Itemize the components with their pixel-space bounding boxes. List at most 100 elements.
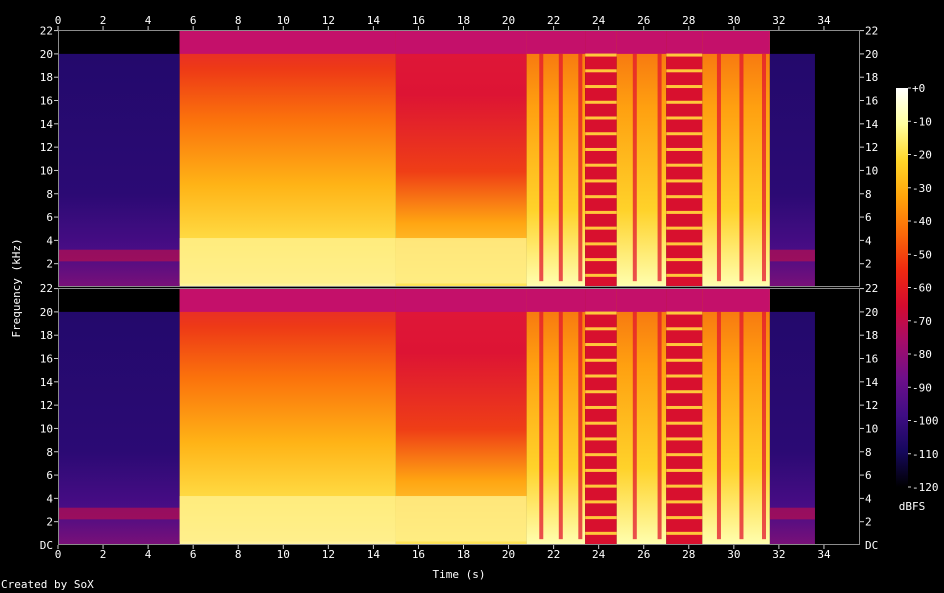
y-tick-label-left: 4: [46, 492, 53, 505]
channel-1-harmonic-line: [666, 69, 703, 73]
channel-1-pulse-gap: [762, 53, 767, 282]
x-tick-label-bottom: 2: [100, 548, 107, 561]
x-tick-label-top: 22: [547, 14, 560, 27]
y-tick-label-right: 22: [865, 282, 878, 295]
channel-2-harmonic-line: [666, 421, 703, 425]
x-tick-label-top: 32: [772, 14, 785, 27]
channel-2-harmonic-line: [585, 343, 617, 347]
x-tick-label-top: 28: [682, 14, 695, 27]
channel-1-segment: [58, 53, 180, 287]
channel-1-segment: [526, 30, 586, 288]
channel-2-pulse-gap: [558, 311, 563, 540]
y-tick-label-right: 6: [865, 469, 872, 482]
channel-2-harmonic-line: [666, 311, 703, 315]
channel-1-pulse-gap: [558, 53, 563, 282]
channel-2-hf-band: [616, 288, 667, 312]
colorbar-tick-label: -60: [912, 282, 932, 295]
colorbar-tick-label: -40: [912, 215, 932, 228]
channel-2-harmonic-line: [666, 390, 703, 394]
x-tick-label-top: 30: [727, 14, 740, 27]
y-tick-label-right: 22: [865, 25, 878, 38]
channel-2-harmonic-line: [585, 531, 617, 535]
y-tick-label-left: 22: [40, 25, 53, 38]
channel-1-harmonic-line: [666, 273, 703, 277]
x-tick-label-bottom: 26: [637, 548, 650, 561]
y-tick-label-left: 16: [40, 353, 53, 366]
channel-2-hf-band: [666, 288, 703, 312]
y-axis-label: Frequency (kHz): [10, 238, 23, 337]
channel-1-harmonic-line: [585, 195, 617, 199]
channel-2-harmonic-line: [666, 327, 703, 331]
channel-2-harmonic-line: [666, 468, 703, 472]
channel-2-segment: [666, 288, 703, 545]
colorbar-tick-label: -50: [912, 248, 932, 261]
y-tick-label-right: 20: [865, 48, 878, 61]
y-tick-label-right: 2: [865, 516, 872, 529]
y-tick-label-left: 8: [46, 446, 53, 459]
channel-1-harmonic-line: [585, 69, 617, 73]
channel-1-harmonic-line: [585, 242, 617, 246]
x-tick-label-bottom: 22: [547, 548, 560, 561]
channel-2-harmonic-line: [585, 390, 617, 394]
channel-1-hf-band: [585, 30, 617, 54]
y-tick-label-right: 4: [865, 492, 872, 505]
x-tick-label-top: 10: [277, 14, 290, 27]
y-tick-label-right: 4: [865, 234, 872, 247]
y-tick-label-left: 18: [40, 71, 53, 84]
channel-2-hf-band: [395, 288, 527, 312]
channel-2-segment: [585, 288, 617, 545]
channel-1-harmonic-line: [666, 100, 703, 104]
channel-1-harmonic-line: [666, 242, 703, 246]
y-tick-label-right: 20: [865, 306, 878, 319]
channel-1-hum-band: [58, 249, 180, 262]
credit-text: Created by SoX: [1, 578, 94, 591]
y-tick-label-right: 18: [865, 71, 878, 84]
colorbar-gradient: [896, 88, 908, 487]
channel-1-lf-band: [179, 238, 396, 284]
y-tick-label-right: 10: [865, 422, 878, 435]
y-tick-label-left: 20: [40, 306, 53, 319]
channel-1-segment: [702, 30, 770, 288]
channel-1-segment: [666, 30, 703, 288]
x-tick-label-bottom: 34: [817, 548, 831, 561]
channel-1-pulse-gap: [632, 53, 637, 282]
colorbar-tick-label: -70: [912, 315, 932, 328]
x-tick-label-bottom: 16: [412, 548, 425, 561]
channel-1-harmonic-line: [666, 226, 703, 230]
y-tick-label-right: 16: [865, 95, 878, 108]
channel-1-lf-band: [395, 238, 527, 284]
channel-1-harmonic-line: [585, 132, 617, 136]
channel-2-harmonic-line: [666, 531, 703, 535]
y-tick-label-left: 4: [46, 234, 53, 247]
x-tick-label-top: 14: [367, 14, 381, 27]
channel-2-harmonic-line: [585, 374, 617, 378]
colorbar-tick-label: +0: [912, 82, 925, 95]
colorbar-tick-label: -20: [912, 149, 932, 162]
channel-2-segment: [58, 311, 180, 545]
channel-1-harmonic-line: [666, 116, 703, 120]
colorbar: +0 -10 -20 -30 -40 -50 -60 -70 -80 -90 -100 -110 -12…: [896, 82, 939, 513]
channel-1-harmonic-line: [585, 163, 617, 167]
channel-2-harmonic-line: [585, 437, 617, 441]
x-tick-label-top: 4: [145, 14, 152, 27]
spectrogram-panels: [58, 30, 860, 545]
channel-1-pulse-gap: [539, 53, 544, 282]
channel-2-hum-band: [769, 507, 815, 520]
channel-1-hum-band: [769, 249, 815, 262]
x-tick-label-top: 18: [457, 14, 470, 27]
channel-1-harmonic-line: [585, 273, 617, 277]
channel-1-harmonic-line: [666, 163, 703, 167]
x-axis-label: Time (s): [433, 568, 486, 581]
y-tick-label-left: 10: [40, 422, 53, 435]
colorbar-tick-label: -90: [912, 381, 932, 394]
channel-1-hf-band: [179, 30, 396, 54]
channel-2-pulse-gap: [632, 311, 637, 540]
channel-2-segment: [769, 311, 815, 545]
channel-1-harmonic-line: [666, 179, 703, 183]
channel-2-pulse-gap: [578, 311, 583, 540]
y-tick-label-right: 18: [865, 329, 878, 342]
x-tick-label-bottom: 8: [235, 548, 242, 561]
channel-2-harmonic-line: [585, 500, 617, 504]
channel-2-harmonic-line: [666, 374, 703, 378]
channel-2-harmonic-line: [585, 468, 617, 472]
